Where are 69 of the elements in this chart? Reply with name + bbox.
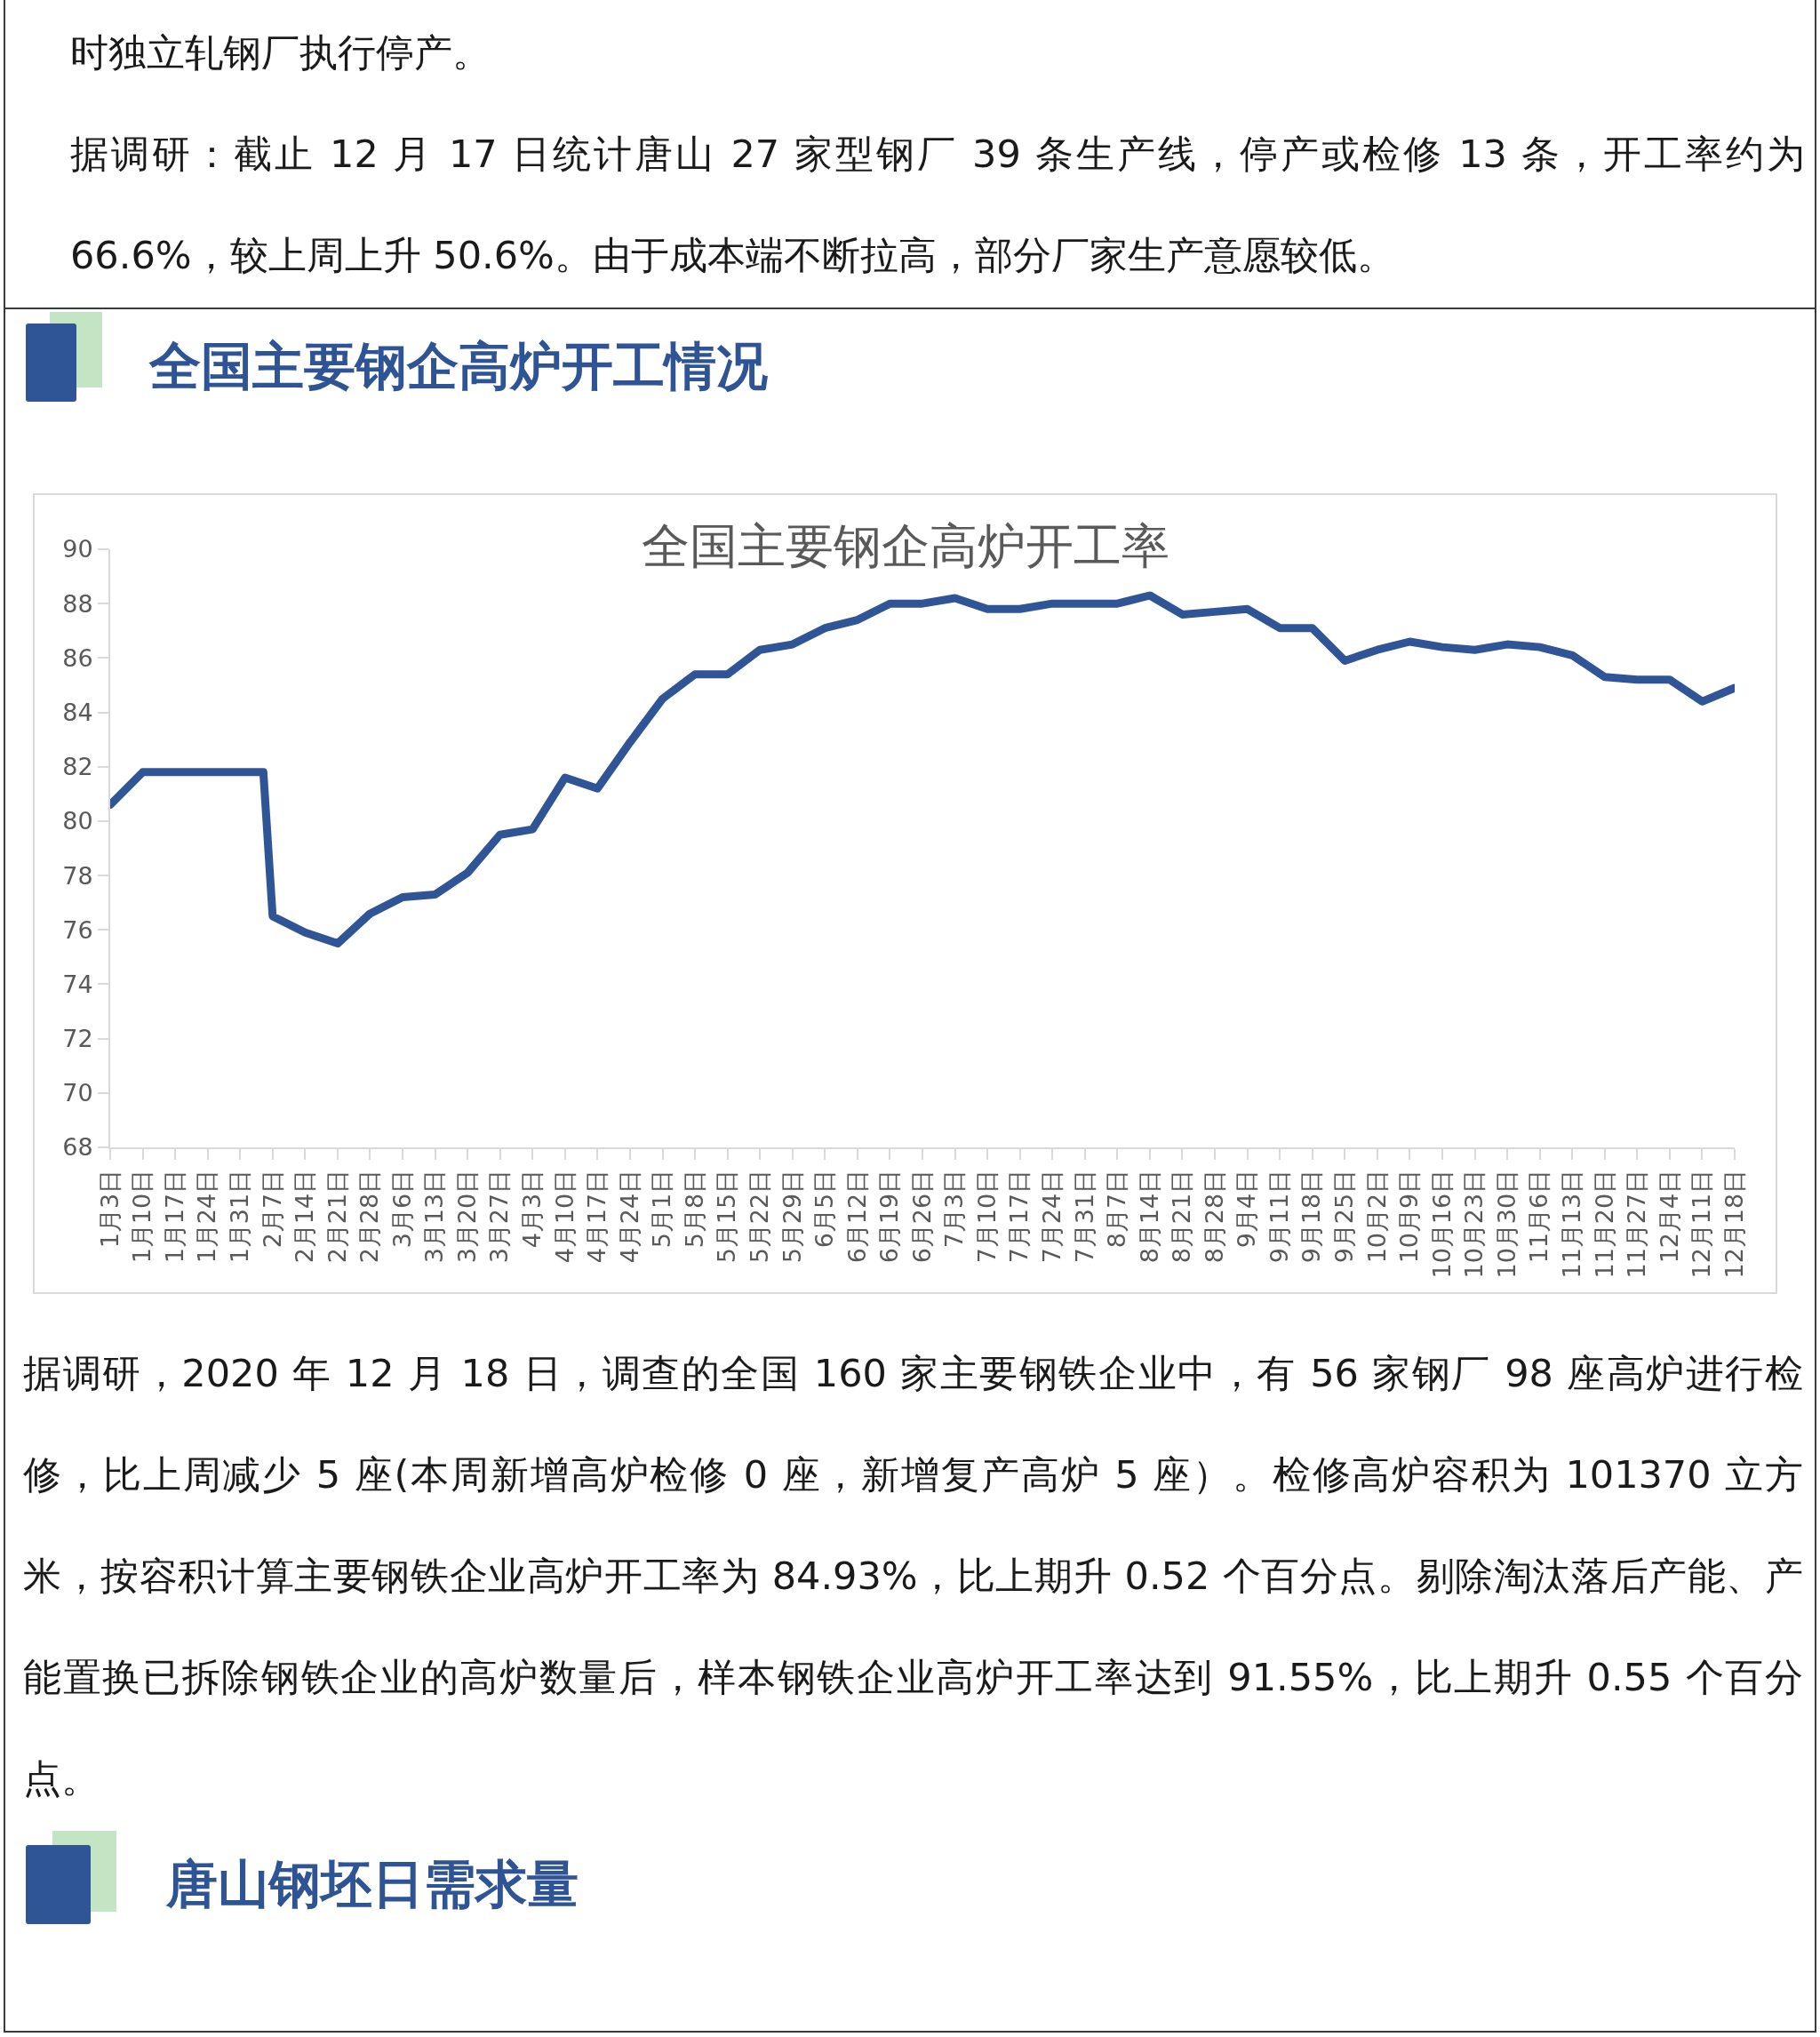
- y-tick-label: 90: [62, 535, 93, 563]
- x-tick-label: 3月6日: [387, 1169, 416, 1249]
- x-tick-label: 1月3日: [95, 1169, 124, 1249]
- x-tick-label: 10月2日: [1362, 1169, 1391, 1264]
- x-tick-label: 2月7日: [258, 1169, 286, 1249]
- x-tick-label: 3月20日: [452, 1169, 481, 1264]
- text: 据调研，2020 年 12 月 18 日，调查的全国 160 家主要钢铁企业中，有 56 家钢厂 98 座高炉进行检修，比上周减少 5 座(本周新增高炉检修 0 座，新增复产高炉 5 座）。检修高炉容积为 101370 立方米，按容积计算主要钢铁企业高炉开工率为 84.93%，比上期升 0.52 个百分点。剔除淘汰落后产能、产能置换已拆除钢铁企业的高炉数量后，样本钢铁企业高炉开工率达到 91.55%，比上期升 0.55 个百分点。: [23, 1351, 1803, 1801]
- x-tick-label: 4月3日: [518, 1169, 547, 1249]
- x-tick-label: 4月24日: [615, 1169, 643, 1264]
- x-tick-label: 12月11日: [1688, 1169, 1716, 1279]
- x-tick-label: 8月7日: [1103, 1169, 1131, 1249]
- x-tick-label: 9月18日: [1297, 1169, 1326, 1264]
- x-tick-label: 9月25日: [1330, 1169, 1359, 1264]
- x-tick-label: 5月15日: [713, 1169, 741, 1264]
- x-tick-label: 3月27日: [485, 1169, 514, 1264]
- x-tick-label: 10月30日: [1492, 1169, 1521, 1279]
- y-tick-label: 84: [62, 699, 93, 726]
- x-tick-label: 7月17日: [1005, 1169, 1034, 1264]
- x-tick-label: 10月9日: [1395, 1169, 1424, 1264]
- y-tick-label: 80: [62, 807, 93, 835]
- x-tick-label: 4月17日: [583, 1169, 611, 1264]
- y-tick-label: 82: [62, 753, 93, 781]
- x-tick-label: 11月6日: [1525, 1169, 1553, 1264]
- x-tick-label: 5月1日: [648, 1169, 676, 1249]
- x-tick-label: 11月13日: [1557, 1169, 1585, 1279]
- x-tick-label: 9月11日: [1265, 1169, 1293, 1264]
- x-tick-label: 12月18日: [1720, 1169, 1748, 1279]
- x-tick-label: 9月4日: [1233, 1169, 1261, 1249]
- x-tick-label: 2月28日: [355, 1169, 384, 1264]
- x-tick-label: 12月4日: [1655, 1169, 1683, 1264]
- text: 据调研：截止 12 月 17 日统计唐山 27 家型钢厂 39 条生产线，停产或检修 13 条，开工率约为 66.6%，较上周上升 50.6%。由于成本端不断拉高，部分厂家生产意愿较低。: [70, 132, 1805, 277]
- y-tick-label: 76: [62, 915, 93, 944]
- y-tick-label: 78: [62, 861, 93, 890]
- x-tick-label: 6月26日: [907, 1169, 936, 1264]
- x-tick-label: 8月21日: [1168, 1169, 1196, 1264]
- text: 唐山钢坯日需求量: [166, 1853, 579, 1915]
- y-tick-label: 70: [62, 1079, 93, 1107]
- x-tick-label: 6月12日: [842, 1169, 871, 1264]
- x-tick-label: 4月10日: [550, 1169, 579, 1264]
- chart-title: 全国主要钢企高炉开工率: [641, 519, 1169, 573]
- x-tick-label: 5月8日: [680, 1169, 708, 1249]
- x-tick-label: 11月27日: [1623, 1169, 1651, 1279]
- x-tick-label: 10月23日: [1460, 1169, 1489, 1279]
- x-tick-label: 7月31日: [1070, 1169, 1098, 1264]
- x-tick-label: 8月28日: [1200, 1169, 1228, 1264]
- text: 时独立轧钢厂执行停产。: [70, 29, 491, 76]
- y-tick-label: 74: [62, 970, 93, 998]
- y-tick-label: 68: [62, 1133, 93, 1162]
- x-tick-label: 10月16日: [1427, 1169, 1456, 1279]
- x-tick-label: 1月31日: [226, 1169, 254, 1264]
- x-tick-label: 11月20日: [1590, 1169, 1618, 1279]
- x-tick-label: 8月14日: [1135, 1169, 1163, 1264]
- x-tick-label: 5月22日: [745, 1169, 773, 1264]
- x-tick-label: 7月3日: [940, 1169, 969, 1249]
- x-tick-label: 7月10日: [972, 1169, 1001, 1264]
- y-tick-label: 86: [62, 643, 93, 672]
- x-tick-label: 2月21日: [323, 1169, 351, 1264]
- y-tick-label: 72: [62, 1025, 93, 1053]
- x-tick-label: 7月24日: [1038, 1169, 1066, 1264]
- x-tick-label: 1月10日: [128, 1169, 156, 1264]
- text: 全国主要钢企高炉开工情况: [149, 335, 768, 397]
- x-tick-label: 6月19日: [875, 1169, 904, 1264]
- x-tick-label: 2月14日: [291, 1169, 319, 1264]
- x-tick-label: 1月24日: [193, 1169, 221, 1264]
- y-tick-label: 88: [62, 589, 93, 618]
- x-tick-label: 5月29日: [778, 1169, 806, 1264]
- x-tick-label: 6月5日: [810, 1169, 839, 1249]
- x-tick-label: 3月13日: [420, 1169, 449, 1264]
- x-tick-label: 1月17日: [160, 1169, 188, 1264]
